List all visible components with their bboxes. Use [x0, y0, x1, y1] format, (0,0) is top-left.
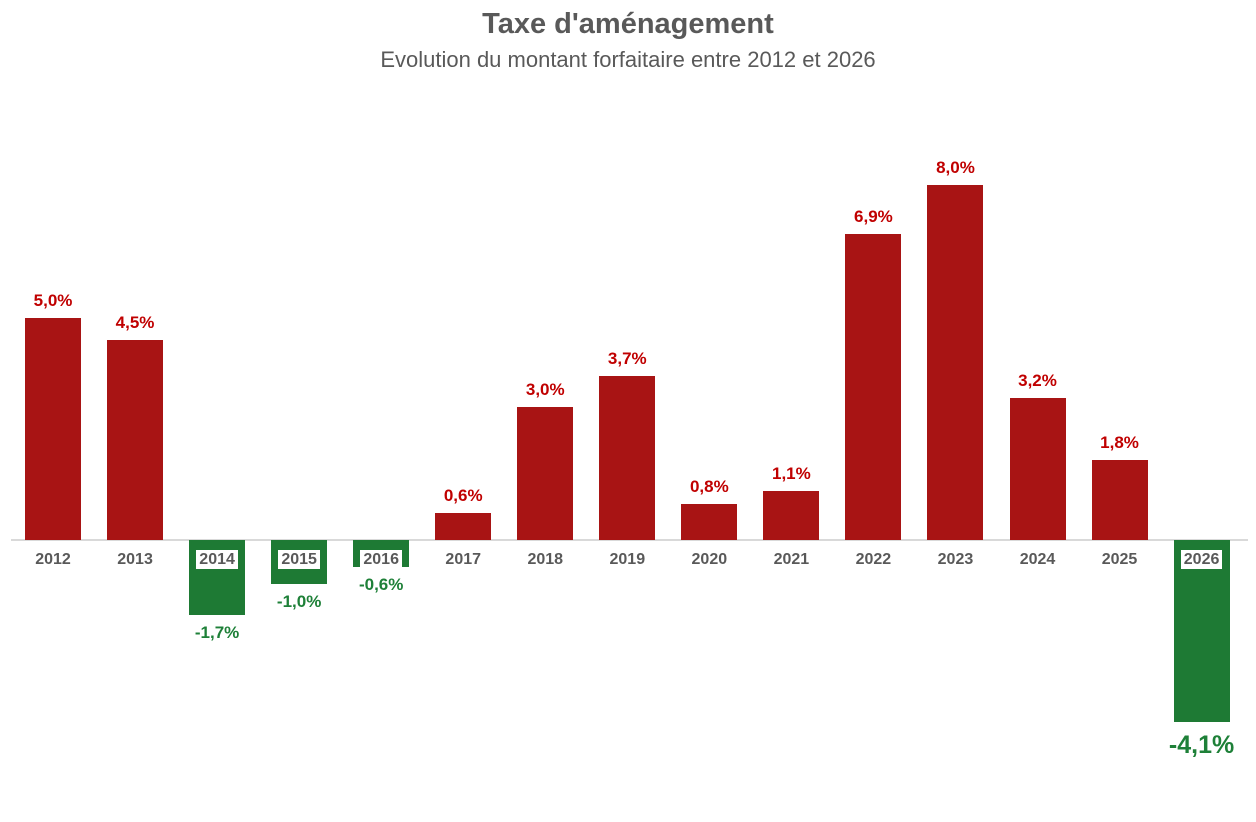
chart-title: Taxe d'aménagement [482, 8, 774, 40]
bar-2023 [927, 184, 984, 540]
category-label-text: 2026 [1180, 550, 1223, 569]
category-label-text: 2023 [937, 551, 974, 568]
bar-2017 [435, 513, 492, 540]
value-label-2020: 0,8% [689, 477, 729, 497]
chart-subtitle: Evolution du montant forfaitaire entre 2… [380, 47, 876, 72]
category-label-2024: 2024 [997, 551, 1079, 569]
category-label-2019: 2019 [586, 551, 668, 569]
category-label-2023: 2023 [914, 551, 996, 569]
category-label-text: 2012 [35, 551, 71, 568]
category-label-text: 2024 [1019, 551, 1056, 568]
category-label-2026: 2026 [1161, 550, 1243, 569]
value-label-2012: 5,0% [33, 291, 73, 310]
bar-2021 [763, 491, 820, 540]
category-label-text: 2014 [196, 550, 238, 569]
bar-2013 [107, 340, 164, 540]
category-label-2017: 2017 [422, 551, 504, 569]
category-label-text: 2020 [691, 551, 728, 568]
category-label-2016: 2016 [340, 550, 422, 569]
category-label-text: 2021 [773, 551, 810, 568]
value-label-2017: 0,6% [443, 486, 483, 506]
value-label-2014: -1,7% [194, 623, 240, 643]
value-label-2023: 8,0% [936, 157, 975, 177]
bar-2020 [681, 504, 738, 540]
bar-2024 [1009, 397, 1066, 540]
value-label-2022: 6,9% [854, 206, 893, 226]
category-label-text: 2015 [278, 550, 320, 569]
bar-2019 [599, 375, 656, 540]
category-label-2022: 2022 [832, 551, 914, 569]
category-label-text: 2025 [1101, 551, 1138, 568]
value-label-2018: 3,0% [525, 379, 565, 399]
value-label-2021: 1,1% [772, 464, 811, 484]
category-label-text: 2016 [360, 550, 402, 569]
value-label-2016: -0,6% [358, 574, 404, 594]
category-label-2014: 2014 [176, 550, 258, 569]
category-label-2012: 2012 [12, 551, 94, 569]
category-label-2020: 2020 [668, 551, 750, 569]
value-label-2026: -4,1% [1168, 731, 1235, 760]
category-label-2025: 2025 [1079, 551, 1161, 569]
category-label-2021: 2021 [750, 551, 832, 569]
category-label-2015: 2015 [258, 550, 340, 569]
value-label-2025: 1,8% [1100, 433, 1139, 453]
bar-2026 [1173, 540, 1230, 723]
value-label-2013: 4,5% [115, 313, 155, 333]
category-label-text: 2022 [855, 551, 892, 568]
bar-2025 [1091, 460, 1148, 540]
value-label-2019: 3,7% [607, 348, 647, 368]
x-axis-line [11, 539, 1248, 541]
category-label-text: 2018 [527, 551, 564, 568]
category-label-text: 2017 [445, 551, 482, 568]
category-label-text: 2019 [609, 551, 646, 568]
bar-2018 [517, 406, 574, 540]
category-label-text: 2013 [117, 551, 153, 568]
bar-2012 [25, 318, 82, 540]
category-label-2018: 2018 [504, 551, 586, 569]
category-label-2013: 2013 [94, 551, 176, 569]
value-label-2015: -1,0% [276, 592, 322, 612]
value-label-2024: 3,2% [1018, 370, 1057, 390]
bar-2022 [845, 233, 902, 540]
